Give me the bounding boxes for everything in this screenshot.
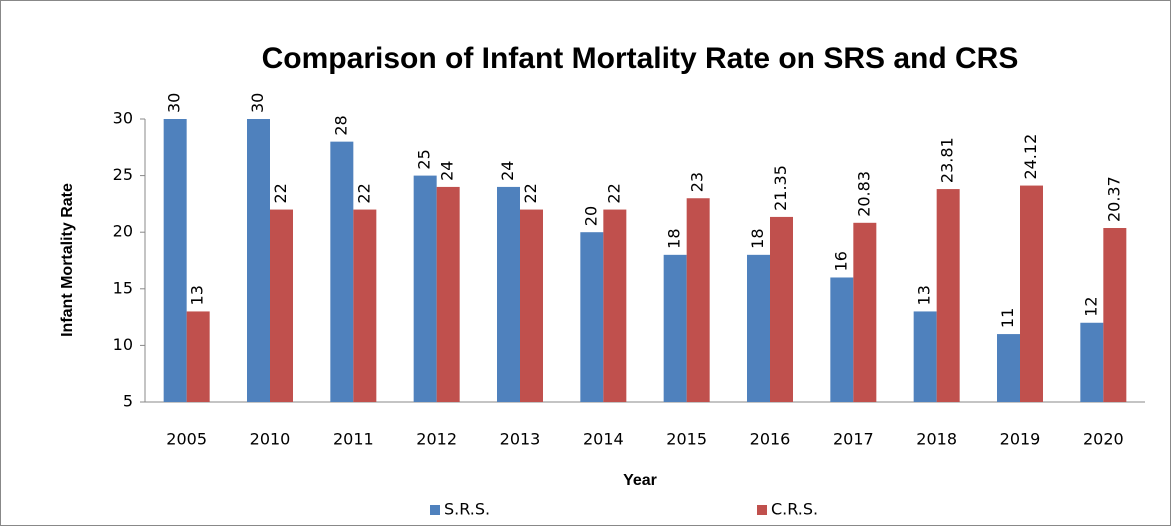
bar: [520, 209, 543, 402]
value-label: 12: [1081, 296, 1100, 316]
bar: [853, 222, 877, 402]
value-label: 21.35: [771, 165, 790, 211]
bar: [830, 277, 854, 402]
legend-swatch: [430, 505, 440, 515]
y-tick-label: 5: [123, 392, 133, 411]
legend-label: C.R.S.: [771, 500, 818, 519]
value-label: 13: [915, 285, 934, 305]
y-tick-label: 15: [113, 278, 133, 297]
x-tick-label: 2010: [250, 430, 291, 449]
bar: [770, 216, 793, 402]
legend-swatch: [757, 505, 767, 515]
value-label: 18: [665, 228, 684, 248]
value-label: 16: [831, 251, 850, 271]
x-tick-label: 2011: [333, 430, 374, 449]
value-label: 30: [165, 93, 184, 113]
bar: [247, 119, 270, 402]
value-label: 30: [248, 93, 267, 113]
bar: [497, 186, 520, 402]
value-label: 24: [438, 161, 457, 181]
value-label: 20: [581, 206, 600, 226]
value-label: 18: [748, 228, 767, 248]
y-tick-label: 20: [113, 222, 133, 241]
value-label: 22: [521, 183, 540, 203]
value-label: 22: [271, 183, 290, 203]
x-axis-title: Year: [623, 472, 657, 489]
x-tick-label: 2019: [1000, 430, 1041, 449]
bar: [603, 209, 627, 402]
y-tick-label: 30: [113, 109, 133, 128]
bar: [580, 232, 604, 402]
value-label: 24: [498, 161, 517, 181]
value-label: 24.12: [1021, 134, 1040, 180]
x-tick-label: 2015: [666, 430, 707, 449]
bar: [1103, 228, 1127, 402]
bar: [1020, 185, 1043, 402]
bar: [413, 175, 437, 402]
value-label: 22: [604, 183, 623, 203]
x-tick-label: 2012: [416, 430, 457, 449]
x-tick-label: 2005: [166, 430, 207, 449]
value-label: 23.81: [938, 137, 957, 183]
value-label: 20.37: [1104, 176, 1123, 222]
bar: [436, 186, 460, 402]
value-label: 28: [331, 115, 350, 135]
bar: [686, 198, 710, 402]
x-tick-label: 2017: [833, 430, 874, 449]
chart-title: Comparison of Infant Mortality Rate on S…: [262, 42, 1019, 75]
bar: [270, 209, 293, 402]
bar: [1080, 322, 1104, 402]
value-label: 20.83: [854, 171, 873, 217]
y-tick-label: 10: [113, 335, 133, 354]
bar: [997, 334, 1020, 402]
value-label: 25: [415, 149, 434, 169]
bar: [747, 254, 770, 402]
value-label: 22: [354, 183, 373, 203]
x-tick-label: 2013: [500, 430, 541, 449]
x-tick-label: 2020: [1083, 430, 1124, 449]
x-tick-label: 2018: [916, 430, 957, 449]
value-label: 13: [188, 285, 207, 305]
bar: [936, 189, 960, 402]
y-axis-title: Infant Mortality Rate: [59, 183, 76, 337]
x-tick-label: 2016: [750, 430, 791, 449]
legend-label: S.R.S.: [444, 500, 490, 519]
x-tick-label: 2014: [583, 430, 624, 449]
bar: [353, 209, 377, 402]
bar: [663, 254, 687, 402]
y-tick-label: 25: [113, 165, 133, 184]
bar: [163, 119, 187, 402]
bar: [186, 311, 210, 402]
value-label: 23: [688, 172, 707, 192]
bar: [913, 311, 937, 402]
bar: [330, 141, 354, 402]
value-label: 11: [998, 308, 1017, 328]
